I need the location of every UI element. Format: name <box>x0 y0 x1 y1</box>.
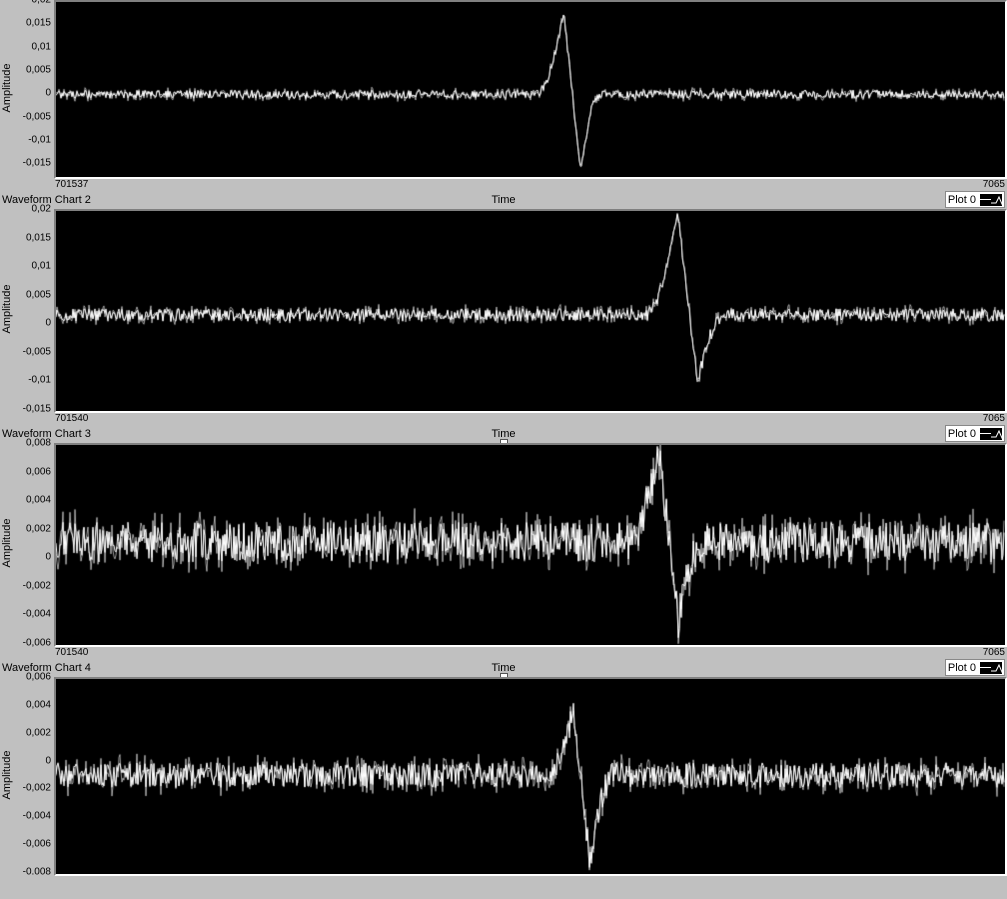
plot-row: Amplitude0,020,0150,010,0050-0,005-0,01-… <box>0 209 1007 413</box>
y-axis-title: Amplitude <box>1 285 13 334</box>
chart-panel: Waveform Chart 2TimePlot 0Amplitude0,020… <box>0 191 1007 425</box>
waveform-canvas <box>56 211 1005 411</box>
y-ticks: 0,020,0150,010,0050-0,005-0,01-0,015 <box>14 209 54 409</box>
y-tick-label: -0,005 <box>23 111 51 122</box>
y-tick-label: 0,015 <box>26 232 51 243</box>
x-ticks: 701537 7065 <box>0 179 1007 191</box>
chart-header: Waveform Chart 4TimePlot 0 <box>0 659 1007 677</box>
x-ticks: 701540 7065 <box>0 647 1007 659</box>
y-tick-label: 0,015 <box>26 18 51 29</box>
y-tick-label: 0,01 <box>32 261 51 272</box>
x-tick-label: 7065 <box>983 647 1005 658</box>
plot-area[interactable] <box>54 677 1007 876</box>
y-tick-label: 0,02 <box>32 204 51 215</box>
y-tick-label: 0,006 <box>26 466 51 477</box>
chart-panel: Waveform Chart 3TimePlot 0 Amplitude 0,008… <box>0 425 1007 659</box>
legend-label: Plot 0 <box>948 662 976 674</box>
y-tick-label: 0 <box>45 318 51 329</box>
legend[interactable]: Plot 0 <box>945 425 1005 442</box>
y-tick-label: -0,002 <box>23 783 51 794</box>
y-tick-label: -0,004 <box>23 811 51 822</box>
plot-area[interactable] <box>54 209 1007 413</box>
y-tick-label: -0,01 <box>28 135 51 146</box>
legend-swatch-icon <box>980 428 1002 440</box>
y-tick-label: 0,005 <box>26 65 51 76</box>
x-tick-label: 701540 <box>55 647 88 658</box>
waveform-canvas <box>56 2 1005 177</box>
y-tick-label: 0 <box>45 552 51 563</box>
y-axis-title: Amplitude <box>1 750 13 799</box>
y-tick-label: 0,002 <box>26 523 51 534</box>
x-tick-label: 701537 <box>55 179 88 190</box>
y-tick-label: 0,004 <box>26 699 51 710</box>
x-tick-label: 701540 <box>55 413 88 424</box>
plot-row: Amplitude 0,02 0,015 0,01 0,005 0 -0,005 -0,01 -… <box>0 0 1007 179</box>
chart-header: Waveform Chart 3TimePlot 0 <box>0 425 1007 443</box>
y-tick-label: 0,02 <box>32 0 51 6</box>
legend[interactable]: Plot 0 <box>945 191 1005 208</box>
y-tick-label: 0,002 <box>26 727 51 738</box>
legend-label: Plot 0 <box>948 428 976 440</box>
waveform-canvas <box>56 679 1005 874</box>
y-tick-label: -0,004 <box>23 609 51 620</box>
y-tick-label: -0,005 <box>23 346 51 357</box>
plot-area[interactable] <box>54 443 1007 647</box>
y-tick-label: -0,01 <box>28 375 51 386</box>
y-tick-label: 0,01 <box>32 41 51 52</box>
legend[interactable]: Plot 0 <box>945 659 1005 676</box>
legend-label: Plot 0 <box>948 194 976 206</box>
plot-row: Amplitude0,0060,0040,0020-0,002-0,004-0,… <box>0 677 1007 876</box>
y-ticks: 0,02 0,015 0,01 0,005 0 -0,005 -0,01 -0,015 <box>14 0 54 175</box>
x-axis-title: Time <box>491 194 515 206</box>
plot-area[interactable] <box>54 0 1007 179</box>
y-tick-label: 0,005 <box>26 289 51 300</box>
y-tick-label: -0,002 <box>23 580 51 591</box>
x-tick-label: 7065 <box>983 413 1005 424</box>
y-tick-label: -0.008 <box>23 867 51 878</box>
x-ticks: 701540 7065 <box>0 413 1007 425</box>
y-ticks: 0,0060,0040,0020-0,002-0,004-0,006-0.008 <box>14 677 54 872</box>
legend-swatch-icon <box>980 662 1002 674</box>
chart-panel: Amplitude 0,02 0,015 0,01 0,005 0 -0,005 -0,01 -… <box>0 0 1007 191</box>
y-ticks: 0,0080,0060,0040,0020-0,002-0,004-0,006 <box>14 443 54 643</box>
plot-row: Amplitude0,0080,0060,0040,0020-0,002-0,0… <box>0 443 1007 647</box>
chart-panel: Waveform Chart 4TimePlot 0 Amplitude 0,006… <box>0 659 1007 876</box>
y-tick-label: 0,004 <box>26 495 51 506</box>
x-tick-label: 7065 <box>983 179 1005 190</box>
y-axis-title: Amplitude <box>1 519 13 568</box>
y-tick-label: 0,006 <box>26 672 51 683</box>
y-axis-title: Amplitude <box>1 63 13 112</box>
y-tick-label: 0 <box>45 88 51 99</box>
y-tick-label: 0 <box>45 755 51 766</box>
y-tick-label: -0,006 <box>23 839 51 850</box>
chart-header: Waveform Chart 2TimePlot 0 <box>0 191 1007 209</box>
y-tick-label: -0,015 <box>23 158 51 169</box>
waveform-canvas <box>56 445 1005 645</box>
y-tick-label: 0,008 <box>26 438 51 449</box>
legend-swatch-icon <box>980 194 1002 206</box>
